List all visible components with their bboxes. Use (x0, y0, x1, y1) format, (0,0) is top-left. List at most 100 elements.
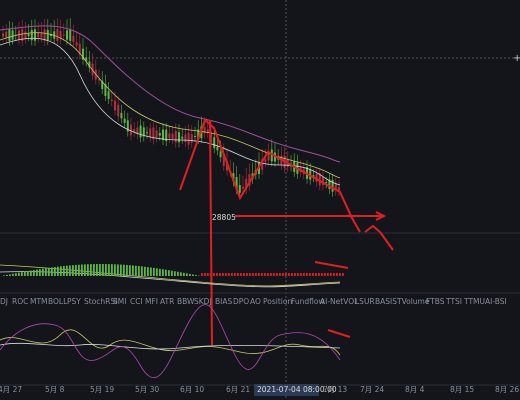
histogram-bar (330, 273, 332, 276)
histogram-bar (117, 264, 119, 276)
histogram-bar (111, 264, 113, 276)
candle-body (82, 48, 84, 60)
candle-body (178, 132, 180, 143)
candle-body (235, 177, 238, 190)
date-label: 6月 10 (180, 385, 204, 394)
candle-body (27, 33, 30, 37)
histogram-bar (147, 267, 149, 276)
indicator-tab[interactable]: AI-NetVOL (320, 297, 359, 306)
candle-body (322, 176, 324, 186)
indicator-tab[interactable]: TVolume (396, 297, 430, 306)
indicator-tab[interactable]: PSY (67, 297, 81, 306)
histogram-bar (150, 267, 152, 276)
indicator-tab[interactable]: DPO (233, 297, 249, 306)
histogram-bar (144, 266, 146, 276)
histogram-bar (195, 275, 197, 276)
candle-body (216, 146, 219, 151)
annotation (179, 118, 394, 346)
candle-body (162, 129, 164, 141)
histogram-bar (177, 271, 179, 276)
indicator-tab[interactable]: BIAS (215, 297, 232, 306)
indicator-tab[interactable]: SMI (113, 297, 126, 306)
histogram-bar (300, 273, 302, 276)
histogram-bar (39, 269, 41, 276)
candle-body (75, 42, 78, 46)
indicator-tab[interactable]: TTSI (445, 297, 462, 306)
histogram-bar (90, 264, 92, 276)
indicator-tab[interactable]: StochRSI (84, 297, 117, 306)
candle-body (21, 29, 24, 41)
indicator-tab[interactable]: LSUR (355, 297, 375, 306)
indicator-tab[interactable]: Position (263, 297, 292, 306)
histogram-bar (78, 264, 80, 276)
histogram-bar (60, 266, 62, 276)
histogram-bar (237, 273, 239, 276)
histogram-bar (48, 267, 50, 276)
candle-body (104, 84, 107, 97)
candle-body (232, 173, 235, 182)
candle-body (110, 99, 113, 102)
candle-body (174, 130, 177, 143)
histogram-bar (21, 272, 23, 276)
histogram-bar (36, 269, 38, 276)
candle-body (123, 118, 126, 123)
histogram-bar (132, 265, 134, 276)
histogram-bar (54, 266, 56, 276)
histogram-bar (291, 273, 293, 276)
candle-body (56, 29, 59, 41)
candle-body (165, 129, 168, 141)
candle-body (34, 29, 36, 41)
histogram-bar (183, 272, 185, 276)
indicator-tab[interactable]: ATR (160, 297, 174, 306)
date-label: 8月 26 (495, 385, 519, 394)
date-label: 4月 27 (0, 385, 22, 394)
candle-body (149, 128, 152, 138)
indicator-tab[interactable]: DJ (0, 297, 8, 306)
histogram-bar (72, 265, 74, 276)
indicator-tab[interactable]: Fundflow (291, 297, 325, 306)
candle-body (261, 159, 264, 170)
date-label: 6月 21 (226, 385, 250, 394)
histogram-bar (45, 268, 47, 276)
histogram-bar (123, 264, 125, 276)
candle-body (8, 29, 11, 41)
indicator-tab[interactable]: BBW (177, 297, 195, 306)
indicator-tab[interactable]: ROC (12, 297, 28, 306)
ma-line (0, 25, 341, 163)
candle-body (130, 124, 132, 136)
histogram-bar (165, 269, 167, 276)
histogram-bar (99, 264, 101, 276)
ma-line (0, 32, 341, 179)
indicator-tab[interactable]: SKDJ (194, 297, 212, 306)
histogram-bar (306, 273, 308, 276)
candle-body (203, 127, 206, 134)
histogram-bar (63, 265, 65, 276)
candle-body (120, 112, 123, 119)
histogram-bar (240, 273, 242, 276)
histogram-bar (153, 267, 155, 276)
histogram-bar (288, 273, 290, 276)
indicator-tab[interactable]: MFI (145, 297, 158, 306)
indicator-tab[interactable]: CCI (130, 297, 143, 306)
candle-body (72, 35, 75, 43)
indicator-tab[interactable]: AO (250, 297, 261, 306)
candle-body (331, 179, 334, 192)
histogram-bar (261, 273, 263, 276)
indicator-tab[interactable]: FTBS (426, 297, 445, 306)
histogram-bar (243, 273, 245, 276)
histogram-bar (270, 273, 272, 276)
candle-body (184, 134, 187, 142)
histogram-bar (126, 264, 128, 276)
indicator-tab[interactable]: MTM (30, 297, 48, 306)
candle-body (187, 132, 190, 145)
candle-body (85, 57, 88, 62)
candle-body (37, 32, 40, 38)
indicator-tab[interactable]: AI-BSI (485, 297, 507, 306)
histogram-bar (9, 274, 11, 276)
indicator-tab[interactable]: TTMU (463, 297, 485, 306)
candle-body (126, 120, 129, 132)
indicator-tab[interactable]: BOLL (48, 297, 68, 306)
indicator-tab[interactable]: BASIS (375, 297, 397, 306)
histogram-bar (81, 264, 83, 276)
